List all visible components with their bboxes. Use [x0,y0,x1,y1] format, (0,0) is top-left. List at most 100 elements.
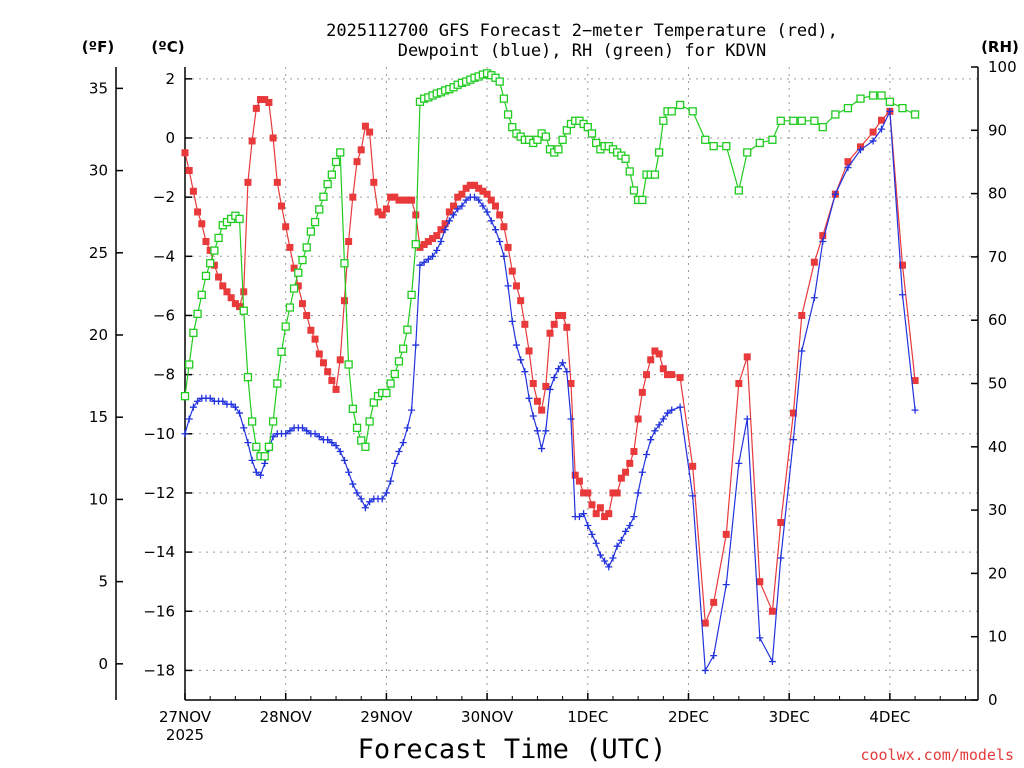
temperature-marker [676,374,684,382]
dewpoint-marker [391,459,399,467]
temperature-marker [504,243,512,251]
temperature-marker [533,397,541,405]
dewpoint-marker [450,211,458,219]
rh-marker [348,404,357,413]
rh-tick-label: 0 [988,691,998,709]
dewpoint-marker [601,557,609,565]
dewpoint-marker [525,394,533,402]
temperature-marker [777,519,785,527]
rh-marker [201,271,211,281]
dewpoint-marker [689,492,697,500]
dewpoint-marker [722,581,730,589]
temperature-marker [370,178,378,186]
dewpoint-marker [768,658,776,666]
temperature-marker [517,297,525,305]
rh-marker [277,347,286,357]
dewpoint-marker [286,427,294,435]
temperature-marker [345,238,353,246]
rh-marker [281,322,290,331]
fahrenheit-tick-label: 25 [89,244,108,262]
dewpoint-marker [240,424,248,432]
rh-marker [336,148,345,157]
dewpoint-marker [298,424,306,432]
x-tick-label: 27NOV [159,708,212,726]
rh-marker [495,77,504,86]
temperature-marker [689,462,697,470]
dewpoint-marker [408,406,416,414]
temperature-marker [592,510,600,518]
rh-marker [797,116,806,125]
rh-marker [776,116,785,125]
temperature-marker [328,377,336,385]
rh-marker [361,442,370,451]
rh-marker [638,195,647,205]
dewpoint-marker [399,439,407,447]
dewpoint-marker [479,202,487,210]
dewpoint-marker [340,456,348,464]
rh-marker [185,360,194,369]
rh-tick-label: 10 [988,628,1007,646]
dewpoint-marker [831,190,839,198]
temperature-marker [387,193,395,201]
dewpoint-marker [877,125,885,133]
temperature-marker [303,311,311,319]
rh-marker [629,186,639,195]
temperature-marker [315,350,323,358]
temperature-marker [353,158,361,166]
temperature-marker [441,220,449,228]
temperature-marker [819,232,827,240]
dewpoint-marker [366,498,374,506]
temperature-marker [420,240,428,248]
dewpoint-marker [248,456,256,464]
temperature-marker [374,208,382,216]
rh-marker [252,442,261,451]
dewpoint-marker [743,415,751,423]
temperature-marker [181,149,189,157]
temperature-marker [471,181,479,189]
temperature-marker [437,226,445,234]
dewpoint-marker [647,436,655,444]
temperature-marker [265,98,273,106]
rh-marker [214,233,223,243]
temperature-marker [424,238,432,246]
dewpoint-marker [349,480,357,488]
temperature-marker [743,353,751,361]
rh-marker [289,284,299,293]
temperature-marker [508,267,516,275]
dewpoint-marker [441,226,449,234]
chart-title-line-1: 2025112700 GFS Forecast 2−meter Temperat… [326,21,838,41]
rh-marker [831,110,840,119]
dewpoint-marker [471,193,479,201]
temperature-marker [613,489,621,497]
fahrenheit-unit-label: (ºF) [82,38,114,56]
dewpoint-marker [643,450,651,458]
temperature-marker [605,510,613,518]
dewpoint-marker [798,347,806,355]
rh-tick-label: 70 [988,248,1007,266]
celsius-tick-label: −4 [153,247,175,265]
rh-tick-label: 80 [988,185,1007,203]
rh-marker [587,129,597,138]
fahrenheit-tick-label: 0 [98,655,108,673]
dewpoint-marker [676,403,684,411]
temperature-marker [319,359,327,367]
temperature-marker [286,243,294,251]
rh-marker [789,116,798,125]
dewpoint-marker [500,252,508,260]
dewpoint-marker [244,439,252,447]
temperature-marker [252,104,260,112]
temperature-marker [710,598,718,606]
temperature-marker [869,128,877,136]
dewpoint-marker [756,634,764,642]
temperature-marker [483,190,491,198]
dewpoint-marker [538,445,546,453]
rh-marker [407,290,416,300]
temperature-marker [269,134,277,142]
temperature-marker [622,468,630,476]
dewpoint-marker [810,294,818,302]
rh-marker [264,442,274,451]
temperature-marker [219,282,227,290]
dewpoint-marker [664,409,672,417]
temperature-marker [307,326,315,334]
dewpoint-marker [324,436,332,444]
